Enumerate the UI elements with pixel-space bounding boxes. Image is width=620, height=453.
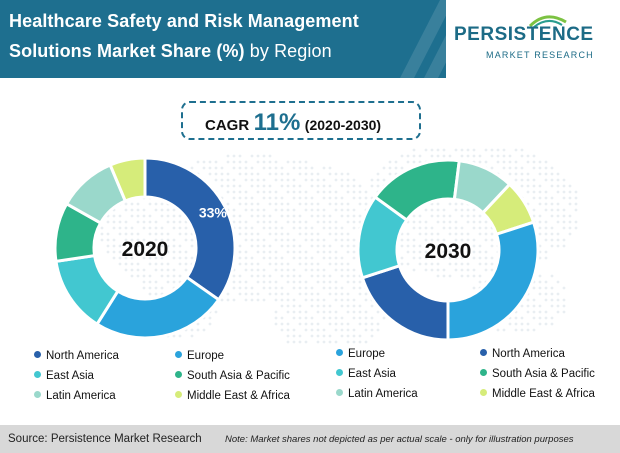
slice-2020-europe bbox=[94, 275, 221, 340]
legend-label: South Asia & Pacific bbox=[492, 368, 595, 380]
cagr-value: 11% bbox=[253, 109, 301, 136]
legend-label: Latin America bbox=[46, 390, 116, 402]
legend-label: Europe bbox=[187, 350, 225, 362]
chart-title-line2: Solutions Market Share (%) by Region bbox=[9, 41, 332, 62]
legend-swatch bbox=[34, 391, 41, 398]
logo-tagline: MARKET RESEARCH bbox=[486, 50, 594, 60]
legend-swatch bbox=[336, 349, 343, 356]
persistence-logo: PERSISTENCE MARKET RESEARCH bbox=[454, 14, 614, 76]
legend-label: North America bbox=[46, 350, 119, 362]
legend-swatch bbox=[480, 349, 487, 356]
legend-item-2020-east-asia: East Asia bbox=[34, 370, 94, 382]
cagr-callout: CAGR 11% (2020-2030) bbox=[181, 101, 421, 140]
legend-item-2020-middle-east-and-africa: Middle East & Africa bbox=[175, 390, 290, 402]
slice-2020-middle-east-and-africa bbox=[108, 156, 147, 203]
legend-label: Middle East & Africa bbox=[492, 388, 595, 400]
legend-label: North America bbox=[492, 348, 565, 360]
chart-title-line1: Healthcare Safety and Risk Management bbox=[9, 11, 359, 31]
logo-swirl-icon bbox=[528, 15, 567, 28]
donut-center-year-2020: 2020 bbox=[122, 238, 169, 261]
legend-label: Middle East & Africa bbox=[187, 390, 290, 402]
legend-swatch bbox=[480, 389, 487, 396]
donut-chart-2020: 33% 2020 bbox=[53, 156, 237, 340]
banner-stripes-decoration bbox=[400, 0, 446, 78]
legend-swatch bbox=[34, 371, 41, 378]
legend-swatch bbox=[480, 369, 487, 376]
chart-title-main: Solutions Market Share (%) bbox=[9, 41, 245, 61]
title-banner: Healthcare Safety and Risk Management So… bbox=[0, 0, 446, 78]
cagr-period: (2020-2030) bbox=[304, 117, 382, 133]
legend-item-2020-north-america: North America bbox=[34, 350, 119, 362]
legend-item-2020-south-asia-and-pacific: South Asia & Pacific bbox=[175, 370, 290, 382]
chart-title-suffix: by Region bbox=[249, 41, 332, 61]
slice-2030-europe bbox=[446, 220, 540, 342]
legend-item-2030-middle-east-and-africa: Middle East & Africa bbox=[480, 388, 595, 400]
legend-item-2030-east-asia: East Asia bbox=[336, 368, 396, 380]
legend-label: East Asia bbox=[348, 368, 396, 380]
legend-item-2020-europe: Europe bbox=[175, 350, 224, 362]
legend-item-2030-latin-america: Latin America bbox=[336, 388, 418, 400]
footer-bar: Source: Persistence Market Research Note… bbox=[0, 425, 620, 453]
legend-swatch bbox=[336, 369, 343, 376]
slice-2020-north-america bbox=[143, 156, 237, 302]
donut-center-year-2030: 2030 bbox=[425, 240, 472, 263]
cagr-label: CAGR bbox=[205, 117, 250, 134]
logo-wordmark: PERSISTENCE bbox=[454, 24, 594, 45]
legend-swatch bbox=[336, 389, 343, 396]
data-label-2020-north-america: 33% bbox=[199, 205, 228, 221]
legend-item-2030-europe: Europe bbox=[336, 348, 385, 360]
legend-label: Latin America bbox=[348, 388, 418, 400]
legend-label: Europe bbox=[348, 348, 386, 360]
legend-swatch bbox=[34, 351, 41, 358]
legend-swatch bbox=[175, 391, 182, 398]
legend-item-2030-north-america: North America bbox=[480, 348, 565, 360]
legend-swatch bbox=[175, 351, 182, 358]
disclaimer-note: Note: Market shares not depicted as per … bbox=[225, 434, 574, 445]
legend-swatch bbox=[175, 371, 182, 378]
legend-label: South Asia & Pacific bbox=[187, 370, 290, 382]
legend-item-2030-south-asia-and-pacific: South Asia & Pacific bbox=[480, 368, 595, 380]
donut-chart-2030: 2030 bbox=[356, 158, 540, 342]
legend-item-2020-latin-america: Latin America bbox=[34, 390, 116, 402]
source-note: Source: Persistence Market Research bbox=[8, 433, 202, 445]
legend-label: East Asia bbox=[46, 370, 94, 382]
slice-2030-north-america bbox=[360, 263, 450, 342]
